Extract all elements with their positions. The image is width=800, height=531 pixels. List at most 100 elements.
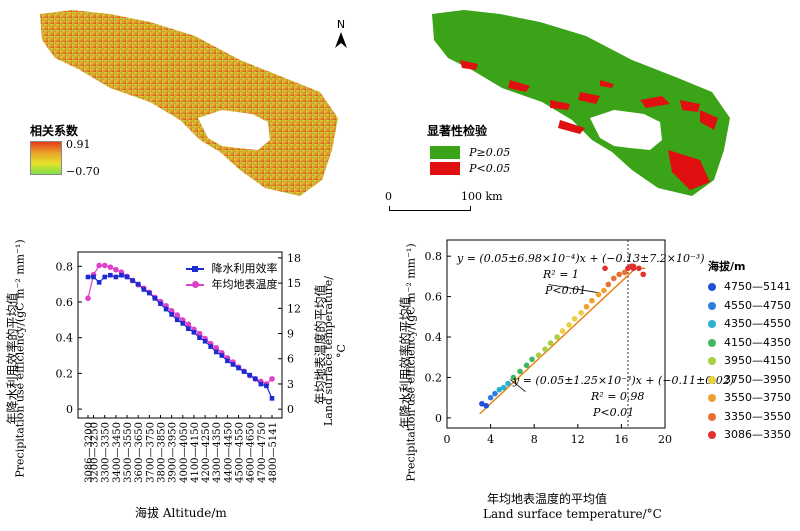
scatter-point	[496, 386, 503, 393]
scatter-point	[578, 309, 584, 316]
correlation-color-bar	[30, 141, 62, 175]
legend-dot	[708, 375, 716, 384]
x-tick-label: 4700—4750	[257, 422, 268, 483]
scale-line	[389, 206, 471, 211]
scatter-point	[535, 352, 542, 359]
pue-point	[152, 296, 158, 301]
pue-point	[163, 306, 169, 312]
x-tick-label: 4200—4250	[201, 422, 212, 483]
legend-dot	[708, 431, 716, 439]
scatter-legend-item: 4550—4750	[708, 299, 791, 318]
lake-shape	[590, 110, 662, 150]
pue-line	[88, 274, 273, 399]
y-right-tick-label: 6	[287, 353, 294, 366]
pue-point	[247, 372, 252, 378]
lst-point	[96, 262, 102, 269]
chart1-ylabel-left-en: Precipitation use efficiency/(gC m⁻² mm⁻…	[13, 239, 27, 478]
significance-legend-title: 显著性检验	[427, 124, 488, 138]
legend-dot	[708, 412, 716, 421]
y-right-tick-label: 15	[287, 277, 301, 290]
pue-point	[113, 274, 119, 280]
eq1-p: P<0.01	[545, 284, 587, 297]
x-tick-label: 3086—3200	[84, 422, 95, 483]
legend-label: 4750—5141	[724, 280, 791, 293]
scatter-point	[566, 322, 572, 328]
scatter-point	[517, 368, 523, 375]
legend-label-sig: P<0.05	[469, 162, 511, 175]
y-right-tick-label: 18	[287, 252, 301, 265]
scale-start-label: 0	[385, 190, 392, 203]
scatter-legend-item: 4350—4550	[708, 317, 791, 336]
x-tick-label: 3200—3250	[90, 422, 101, 483]
correlation-legend-max: 0.91	[66, 138, 91, 151]
y-tick-label: 0.2	[425, 371, 443, 384]
pue-point	[252, 376, 258, 382]
significant-patches	[460, 60, 718, 190]
correlation-map	[40, 10, 338, 196]
legend-dot	[708, 283, 716, 291]
scatter-point	[621, 269, 628, 276]
legend-pue-swatch	[186, 266, 204, 272]
eq2-p: P<0.01	[593, 406, 635, 419]
pue-point	[197, 335, 202, 340]
legend-dot	[708, 357, 716, 365]
scatter-point	[559, 328, 566, 334]
eq1-r2: R² = 1	[543, 268, 579, 281]
lst-point	[113, 266, 119, 273]
map-region-shape	[40, 10, 338, 196]
x-tick-label: 16	[614, 433, 628, 446]
altitude-chart-svg: 0 0.2 0.4 0.6 0.8 0 3 6 9 12 15 18 3086—32003200—325…	[56, 251, 301, 483]
legend-lst: 年均地表温度	[186, 276, 278, 292]
correlation-legend-min: −0.70	[66, 165, 100, 178]
pue-point	[96, 280, 102, 285]
pue-point	[219, 353, 225, 358]
legend-label: 3350—3550	[724, 409, 791, 423]
fit-line	[479, 269, 634, 415]
legend-swatch-green	[430, 146, 460, 159]
y-left-tick-label: 0	[66, 403, 73, 416]
pue-point	[130, 278, 135, 283]
x-tick-label: 4	[487, 433, 494, 446]
pue-point	[186, 326, 191, 332]
x-tick-label: 4600—4650	[246, 422, 257, 483]
significance-map	[432, 10, 730, 196]
scatter-point	[616, 271, 623, 278]
chart2-frame	[446, 239, 666, 429]
legend-dot	[708, 394, 716, 402]
pue-point	[108, 272, 113, 278]
legend-label: 4350—4550	[724, 317, 791, 330]
north-arrow: N	[333, 18, 349, 52]
scatter-legend-item: 4750—5141	[708, 280, 791, 299]
x-tick-label: 3500—3550	[123, 422, 134, 483]
scatter-legend: 海拔/m 4750—5141 4550—4750 4350—4550 4150—435…	[708, 258, 791, 447]
eq2-arrow	[509, 379, 526, 392]
scale-bar: 0 100 km	[385, 190, 515, 220]
pue-point	[91, 274, 96, 280]
x-tick-label: 3400—3450	[112, 422, 123, 483]
legend-pue-label: 降水利用效率	[211, 262, 278, 275]
pue-point	[85, 274, 91, 280]
pue-point	[191, 330, 197, 335]
y-right-tick-label: 3	[287, 378, 294, 391]
scatter-point	[500, 384, 507, 391]
pue-point	[180, 321, 186, 326]
pue-point	[135, 281, 141, 287]
pue-point	[236, 365, 241, 371]
y-left-tick-label: 0.2	[56, 367, 74, 380]
scatter-legend-title: 海拔/m	[708, 260, 746, 273]
legend-lst-label: 年均地表温度	[211, 278, 278, 291]
x-tick-label: 4800—5141	[268, 422, 279, 483]
y-right-tick-label: 12	[287, 302, 301, 315]
legend-label-ns: P≥0.05	[469, 146, 511, 159]
pue-point	[141, 287, 147, 292]
scatter-point	[610, 275, 617, 282]
x-tick-label: 3700—3750	[145, 422, 156, 483]
pue-point	[202, 338, 208, 344]
lst-point	[174, 312, 181, 318]
legend-lst-swatch	[186, 281, 204, 288]
scatter-point	[583, 303, 590, 310]
pue-point	[225, 358, 230, 364]
y-left-tick-label: 0.4	[56, 332, 74, 345]
x-tick-label: 3800—3850	[156, 422, 167, 483]
lst-point	[185, 321, 192, 328]
